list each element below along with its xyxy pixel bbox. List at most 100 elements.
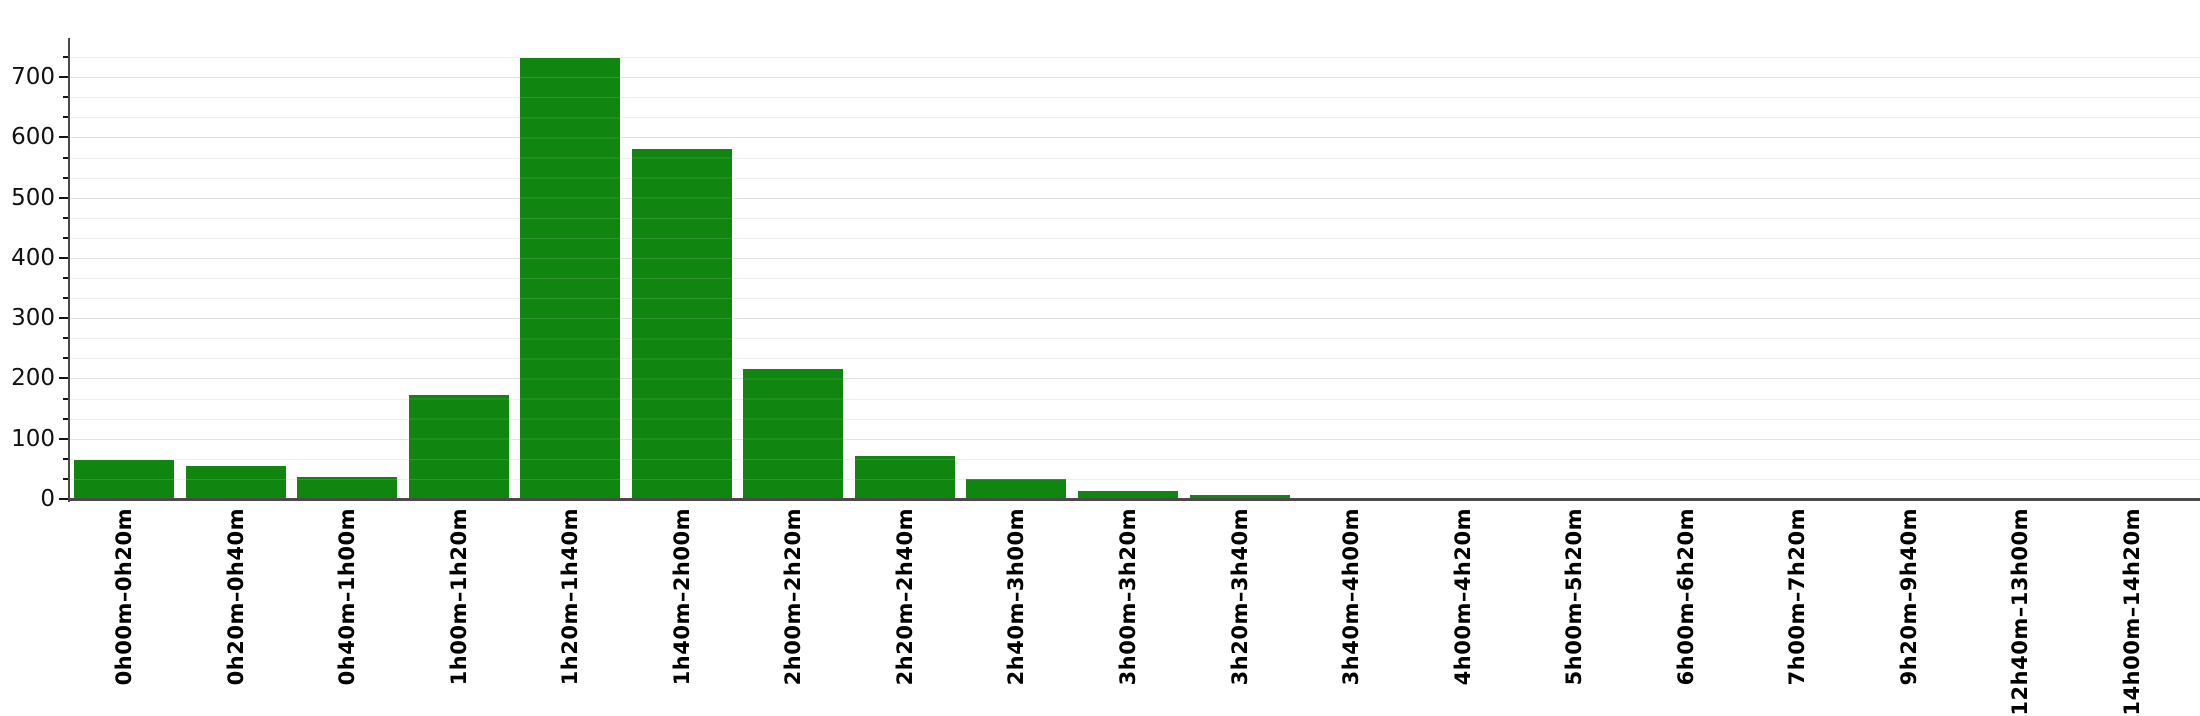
gridline <box>70 458 2200 460</box>
x-axis-tick-label-text: 3h40m–4h00m <box>1339 508 1364 686</box>
gridline <box>70 378 2200 380</box>
gridline <box>70 237 2200 239</box>
x-axis-tick-label: 2h20m–2h40m <box>888 508 922 700</box>
bar <box>631 148 732 499</box>
x-axis-tick-label: 0h00m–0h20m <box>107 508 141 700</box>
y-axis-tick <box>59 437 68 440</box>
bar <box>408 394 509 499</box>
x-axis-tick-label-text: 2h00m–2h20m <box>781 508 806 686</box>
bar <box>520 57 621 499</box>
y-axis-tick-label: 100 <box>11 425 55 452</box>
y-axis-tick <box>63 337 68 340</box>
x-axis-tick-label-text: 7h00m–7h20m <box>1785 508 1810 686</box>
y-axis-tick-label: 200 <box>11 365 55 392</box>
y-axis-tick <box>63 176 68 179</box>
gridline <box>70 117 2200 119</box>
y-axis-tick-label: 500 <box>11 184 55 211</box>
x-axis-tick-label-text: 5h00m–5h20m <box>1562 508 1587 686</box>
y-axis-tick-label: 400 <box>11 244 55 271</box>
gridline <box>70 478 2200 480</box>
x-axis-tick-label-text: 3h00m–3h20m <box>1115 508 1140 686</box>
x-axis-tick-label-text: 9h20m–9h40m <box>1896 508 1921 686</box>
y-axis-tick <box>63 417 68 420</box>
bar <box>297 476 398 499</box>
x-axis-tick-label: 6h00m–6h20m <box>1669 508 1703 700</box>
x-axis-tick-label: 2h00m–2h20m <box>776 508 810 700</box>
x-axis-tick-label-text: 2h40m–3h00m <box>1004 508 1029 686</box>
x-axis-tick-label-text: 0h20m–0h40m <box>223 508 248 686</box>
bar <box>966 478 1067 499</box>
y-axis-tick <box>63 477 68 480</box>
y-axis-tick-label: 300 <box>11 305 55 332</box>
y-axis-tick <box>63 297 68 300</box>
x-axis-tick-label-text: 1h00m–1h20m <box>446 508 471 686</box>
gridline <box>70 57 2200 59</box>
duration-histogram-chart: 0 100 200 300 400 500 600 700 0h00m–0h20m 0h20m–… <box>11 38 2200 716</box>
gridline <box>70 318 2200 320</box>
x-axis-tick-label-text: 4h00m–4h20m <box>1450 508 1475 686</box>
gridline <box>70 217 2200 219</box>
y-axis-tick <box>59 498 68 500</box>
y-axis-tick <box>59 317 68 320</box>
x-axis-tick-label: 0h20m–0h40m <box>219 508 253 700</box>
y-axis-tick <box>59 136 68 139</box>
x-axis-tick-label: 7h00m–7h20m <box>1780 508 1814 700</box>
x-axis-tick-label-text: 0h40m–1h00m <box>335 508 360 686</box>
x-axis-line <box>68 498 2200 501</box>
y-axis-tick <box>63 56 68 59</box>
y-axis-tick <box>59 196 68 199</box>
bar <box>1189 494 1290 499</box>
y-axis-tick <box>59 76 68 79</box>
y-axis-tick <box>63 236 68 239</box>
x-axis-tick-label: 5h00m–5h20m <box>1557 508 1591 700</box>
x-axis-tick-label: 3h00m–3h20m <box>1111 508 1145 700</box>
gridline <box>70 77 2200 79</box>
x-axis-tick-label: 1h40m–2h00m <box>665 508 699 700</box>
bar <box>185 465 286 499</box>
x-axis-tick-label-text: 0h00m–0h20m <box>112 508 136 686</box>
gridline <box>70 257 2200 259</box>
y-axis-tick-label: 600 <box>11 124 55 151</box>
y-axis-tick-label: 0 <box>40 486 55 512</box>
x-axis-tick-label-text: 6h00m–6h20m <box>1673 508 1698 686</box>
x-axis-tick-label: 1h20m–1h40m <box>553 508 587 700</box>
bar <box>74 460 174 499</box>
gridline <box>70 298 2200 300</box>
x-axis-tick-label-text: 1h40m–2h00m <box>669 508 694 686</box>
y-axis-line <box>68 38 70 502</box>
x-axis-tick-label: 2h40m–3h00m <box>999 508 1033 700</box>
gridline <box>70 358 2200 360</box>
bar <box>1077 490 1178 499</box>
gridline <box>70 137 2200 139</box>
gridline <box>70 197 2200 199</box>
gridline <box>70 278 2200 280</box>
y-axis-tick <box>63 216 68 219</box>
gridline <box>70 177 2200 179</box>
x-axis-tick-label: 3h20m–3h40m <box>1223 508 1257 700</box>
bar <box>854 455 955 499</box>
x-axis-tick-label: 14h00m–14h20m <box>2115 508 2149 716</box>
x-axis-tick-label: 12h40m–13h00m <box>2003 508 2037 716</box>
bar <box>743 369 844 499</box>
gridline <box>70 338 2200 340</box>
gridline <box>70 398 2200 400</box>
y-axis-tick-label: 700 <box>11 64 55 91</box>
x-axis-tick-label: 9h20m–9h40m <box>1892 508 1926 700</box>
y-axis-tick <box>63 116 68 119</box>
y-axis-tick <box>63 277 68 280</box>
y-axis-tick <box>59 377 68 380</box>
gridline <box>70 438 2200 440</box>
y-axis-tick <box>63 357 68 360</box>
x-axis-tick-label: 0h40m–1h00m <box>330 508 364 700</box>
x-axis-tick-label: 3h40m–4h00m <box>1334 508 1368 700</box>
x-axis-tick-label-text: 3h20m–3h40m <box>1227 508 1252 686</box>
x-axis-tick-label-text: 2h20m–2h40m <box>892 508 917 686</box>
x-axis-tick-label-text: 14h00m–14h20m <box>2119 508 2144 716</box>
x-axis-tick-label-text: 1h20m–1h40m <box>558 508 583 686</box>
y-axis-tick <box>59 256 68 259</box>
y-axis-tick <box>63 96 68 99</box>
gridline <box>70 97 2200 99</box>
y-axis-tick <box>63 156 68 159</box>
gridline <box>70 418 2200 420</box>
y-axis-tick <box>63 457 68 460</box>
